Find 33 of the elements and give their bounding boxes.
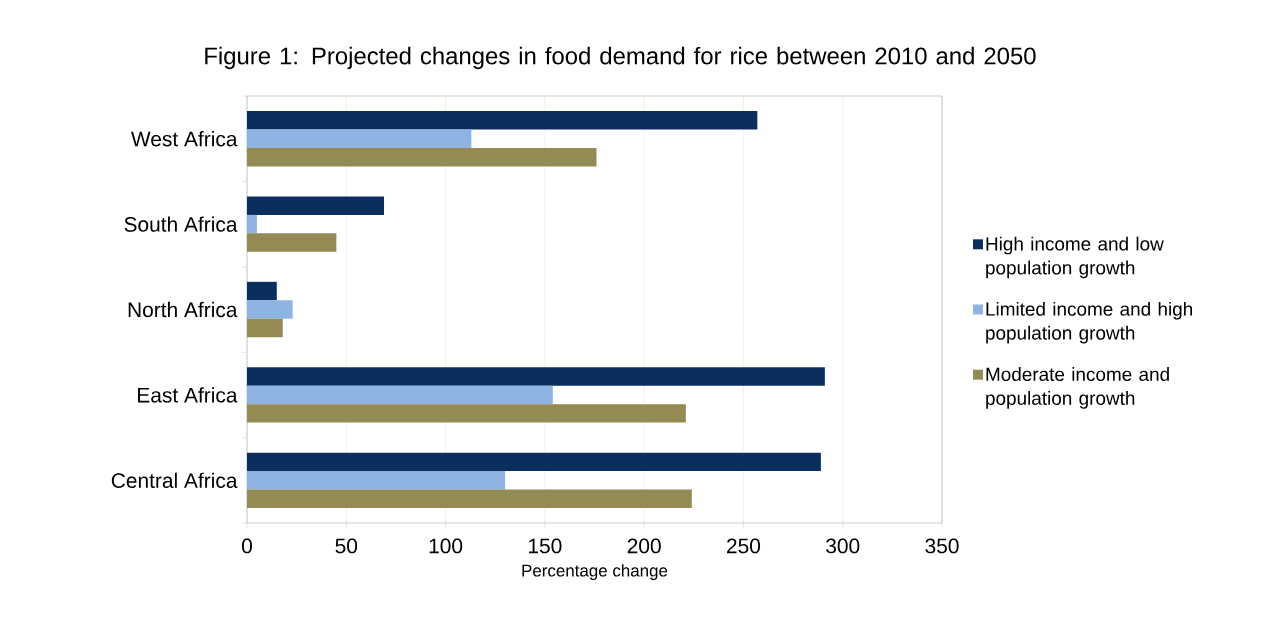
- legend-label: High income and low population growth: [986, 236, 1164, 279]
- bar: [247, 129, 472, 148]
- x-axis-title: Percentage change: [522, 564, 668, 580]
- y-tick-label: East Africa: [138, 387, 238, 403]
- bar: [247, 214, 257, 234]
- bar: [247, 147, 597, 167]
- bar: [247, 233, 337, 252]
- bar: [247, 318, 283, 338]
- x-tick-label: 0: [242, 538, 252, 554]
- x-tick-label: 100: [429, 538, 463, 554]
- y-tick-label: West Africa: [131, 131, 238, 147]
- x-tick-label: 250: [727, 538, 761, 554]
- x-tick-label: 150: [529, 538, 562, 554]
- bar: [247, 489, 692, 508]
- bar: [247, 196, 385, 215]
- bar: [247, 471, 506, 490]
- y-tick-label: Central Africa: [111, 472, 238, 488]
- x-tick-label: 350: [925, 538, 959, 554]
- bar: [247, 300, 293, 319]
- x-tick-label: 50: [335, 538, 358, 554]
- bar: [247, 367, 825, 386]
- bar: [247, 385, 553, 405]
- bar: [247, 404, 686, 423]
- x-tick-label: 200: [627, 538, 661, 554]
- x-tick-label: 300: [826, 538, 860, 554]
- bar: [247, 452, 821, 472]
- legend-label: Limited income and high population growth: [986, 301, 1193, 344]
- legend-label: Moderate income and population growth: [986, 367, 1169, 409]
- bar: [247, 111, 758, 130]
- bar: [247, 281, 277, 301]
- y-tick-label: North Africa: [128, 301, 238, 318]
- chart-title: Figure 1: Projected changes in food demand for rice between 2010 and 2050: [205, 46, 1036, 70]
- y-tick-label: South Africa: [124, 216, 238, 232]
